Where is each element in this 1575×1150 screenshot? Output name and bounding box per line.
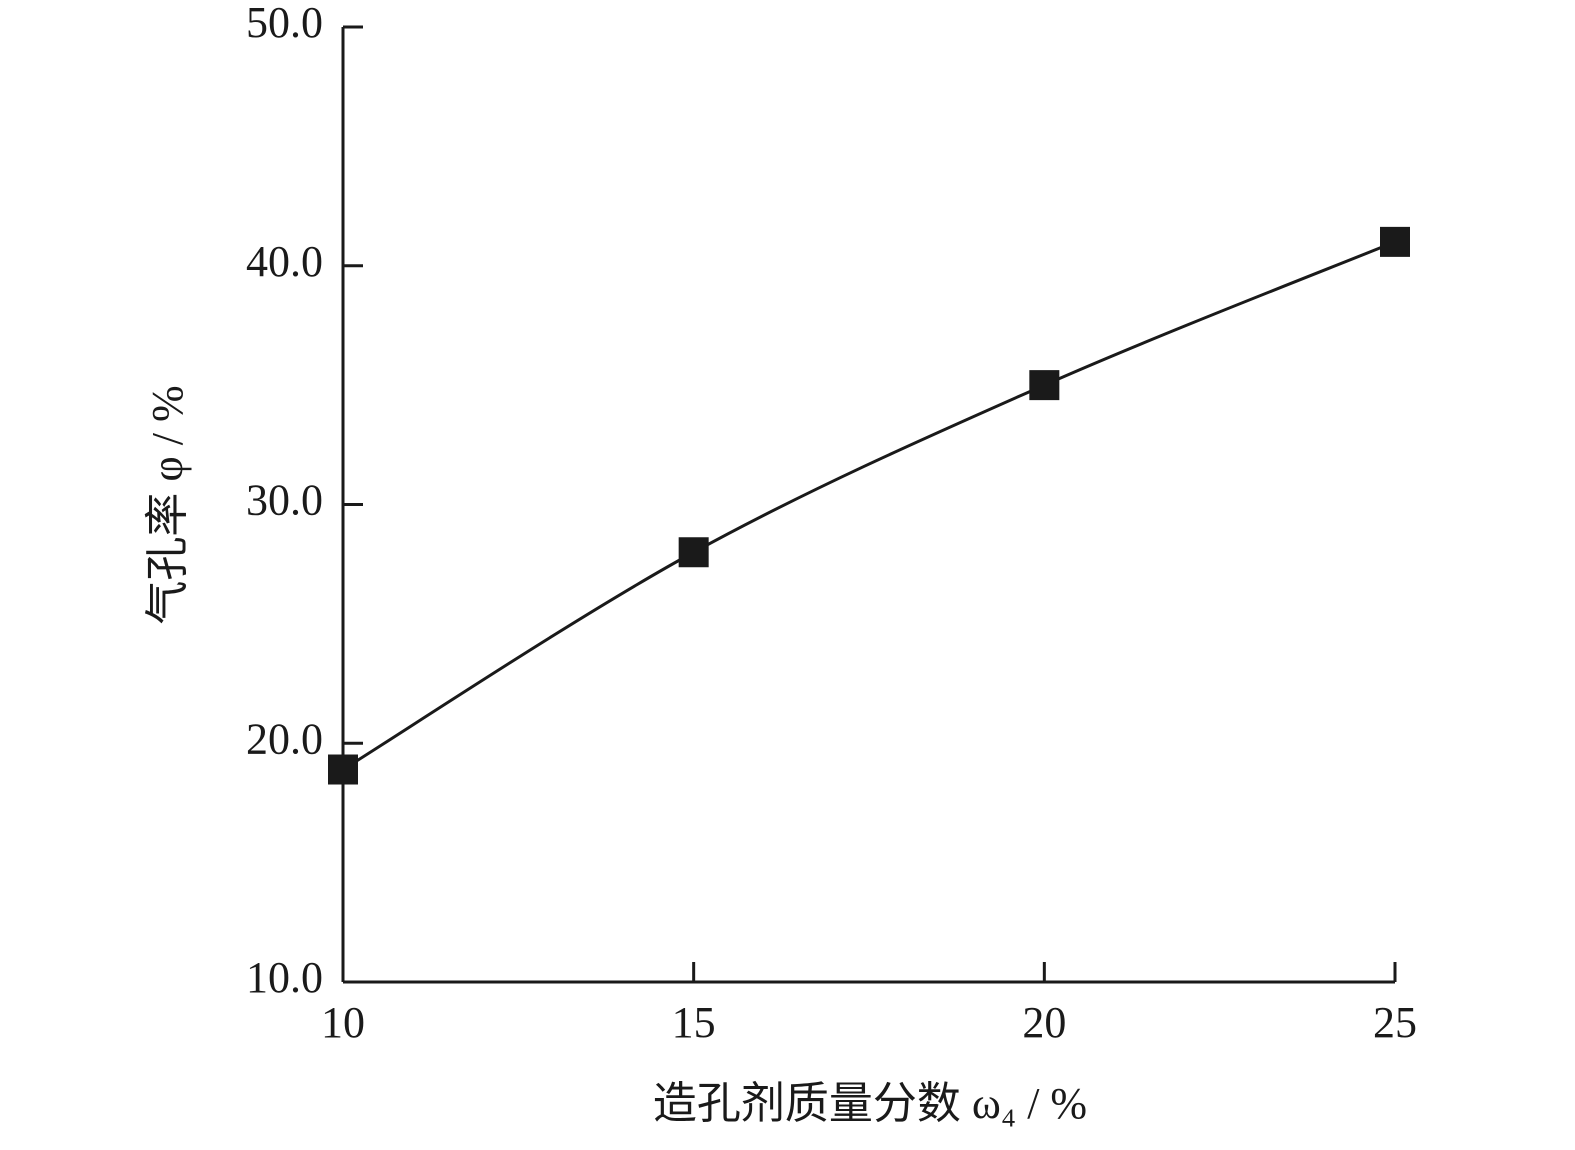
x-tick-label: 15 bbox=[672, 998, 716, 1047]
y-tick-label: 10.0 bbox=[246, 953, 323, 1002]
marker bbox=[328, 754, 358, 785]
y-axis-label: 气孔率 φ / % bbox=[143, 385, 192, 624]
x-tick-label: 25 bbox=[1373, 998, 1417, 1047]
marker bbox=[1029, 370, 1060, 401]
marker bbox=[678, 537, 709, 568]
x-tick-label: 20 bbox=[1022, 998, 1066, 1047]
y-tick-label: 20.0 bbox=[246, 714, 323, 763]
x-tick-label: 10 bbox=[321, 998, 365, 1047]
y-tick-label: 50.0 bbox=[246, 0, 323, 47]
marker bbox=[1380, 226, 1410, 257]
y-tick-label: 30.0 bbox=[246, 476, 323, 525]
x-axis-label: 造孔剂质量分数 ω₄ / % bbox=[653, 1079, 1087, 1128]
y-tick-label: 40.0 bbox=[246, 237, 323, 286]
line bbox=[342, 240, 1396, 771]
